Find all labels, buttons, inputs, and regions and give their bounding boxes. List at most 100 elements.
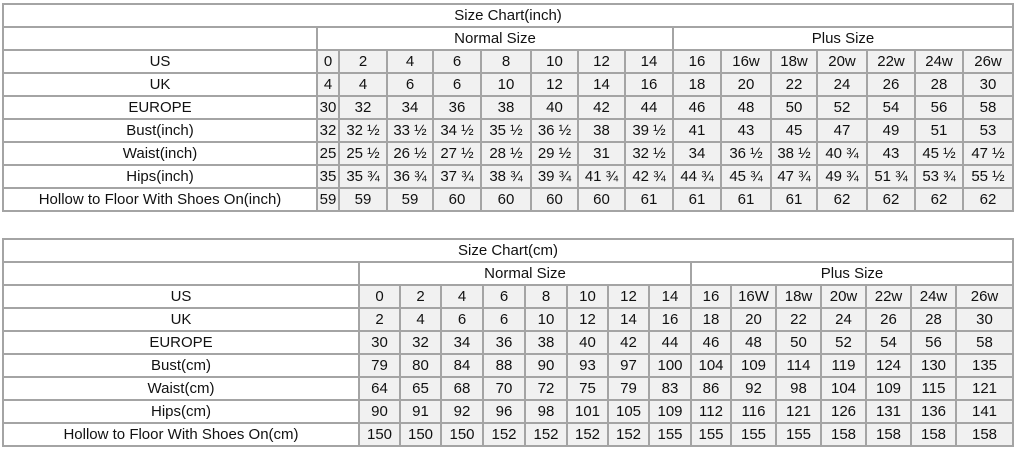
table-cell: 61: [720, 187, 772, 212]
table-cell: 41 ¾: [577, 164, 626, 189]
table-cell: 96: [482, 399, 526, 424]
table-cell: 12: [530, 72, 579, 97]
table-cell: 150: [440, 422, 484, 447]
table-cell: 93: [566, 353, 609, 378]
table-cell: 70: [482, 376, 526, 401]
empty-corner-cell: [2, 261, 360, 286]
table-cell: 158: [820, 422, 867, 447]
table-cell: 124: [865, 353, 912, 378]
table-cell: 36 ½: [720, 141, 772, 166]
table-cell: 59: [316, 187, 340, 212]
table-cell: 39 ½: [624, 118, 674, 143]
table-cell: 84: [440, 353, 484, 378]
table-cell: 16: [672, 49, 722, 74]
table-cell: 35: [316, 164, 340, 189]
table-cell: 51 ¾: [866, 164, 916, 189]
table-cell: 60: [432, 187, 482, 212]
table-cell: 30: [954, 307, 1015, 332]
table-cell: 52: [816, 95, 868, 120]
row-label: Bust(inch): [2, 118, 318, 143]
table-cell: 22: [770, 72, 818, 97]
table-cell: 20: [720, 72, 772, 97]
table-cell: 6: [482, 307, 526, 332]
row-label: UK: [2, 72, 318, 97]
table-cell: 61: [624, 187, 674, 212]
table-row: Bust(cm) 79 80 84 88 90 93 97 100 104 109 114 119 124…: [2, 353, 1015, 378]
table-cell: 126: [820, 399, 867, 424]
table-cell: 58: [961, 95, 1015, 120]
table-cell: 22w: [866, 49, 916, 74]
table-cell: 16: [624, 72, 674, 97]
table-cell: 50: [775, 330, 822, 355]
table-cell: 28 ½: [480, 141, 532, 166]
row-label: Hollow to Floor With Shoes On(cm): [2, 422, 360, 447]
table-cell: 83: [648, 376, 692, 401]
table-cell: 47 ½: [961, 141, 1015, 166]
table-cell: 44: [624, 95, 674, 120]
table-cell: 18: [672, 72, 722, 97]
table-cell: 14: [648, 284, 692, 309]
table-cell: 59: [338, 187, 388, 212]
table-cell: 36 ½: [530, 118, 579, 143]
table-cell: 26w: [954, 284, 1015, 309]
table-cell: 6: [432, 49, 482, 74]
size-chart-inch-table: Size Chart(inch) Normal Size Plus Size US 0 2…: [1, 3, 1015, 212]
table-cell: 40: [566, 330, 609, 355]
table-cell: 65: [399, 376, 442, 401]
table-cell: 34: [672, 141, 722, 166]
table-cell: 32 ½: [624, 141, 674, 166]
table-cell: 44 ¾: [672, 164, 722, 189]
table-cell: 61: [672, 187, 722, 212]
table-cell: 34 ½: [432, 118, 482, 143]
table-cell: 18w: [770, 49, 818, 74]
table-cell: 90: [524, 353, 568, 378]
table-cell: 40: [530, 95, 579, 120]
table-cell: 10: [566, 284, 609, 309]
table-cell: 60: [577, 187, 626, 212]
table-cell: 14: [577, 72, 626, 97]
table-row: UK 2 4 6 6 10 12 14 16 18 20 22 24 26 28 30: [2, 307, 1015, 332]
table-cell: 60: [480, 187, 532, 212]
table-cell: 52: [820, 330, 867, 355]
table-cell: 152: [607, 422, 650, 447]
table-cell: 50: [770, 95, 818, 120]
table-cell: 88: [482, 353, 526, 378]
table-cell: 119: [820, 353, 867, 378]
table-cell: 49 ¾: [816, 164, 868, 189]
table-cell: 27 ½: [432, 141, 482, 166]
table-cell: 8: [480, 49, 532, 74]
table-cell: 97: [607, 353, 650, 378]
table-cell: 155: [730, 422, 777, 447]
table-cell: 16: [648, 307, 692, 332]
table-cell: 24: [816, 72, 868, 97]
table-cell: 150: [358, 422, 401, 447]
table-cell: 10: [480, 72, 532, 97]
table-cell: 6: [432, 72, 482, 97]
table-cell: 2: [358, 307, 401, 332]
table-cell: 4: [316, 72, 340, 97]
table-cell: 58: [954, 330, 1015, 355]
table-cell: 29 ½: [530, 141, 579, 166]
table-cell: 54: [865, 330, 912, 355]
table-cell: 141: [954, 399, 1015, 424]
table-cell: 115: [910, 376, 957, 401]
table-cell: 136: [910, 399, 957, 424]
row-label: Bust(cm): [2, 353, 360, 378]
table-cell: 10: [530, 49, 579, 74]
size-chart-cm-table: Size Chart(cm) Normal Size Plus Size US 0 2 4 6…: [1, 238, 1015, 447]
table-cell: 45 ½: [914, 141, 964, 166]
table-cell: 24: [820, 307, 867, 332]
table-row: UK 4 4 6 6 10 12 14 16 18 20 22 24 26 28 30: [2, 72, 1015, 97]
table-cell: 22w: [865, 284, 912, 309]
table-cell: 32: [316, 118, 340, 143]
row-label: Hips(inch): [2, 164, 318, 189]
table-cell: 37 ¾: [432, 164, 482, 189]
table-cell: 101: [566, 399, 609, 424]
table-cell: 90: [358, 399, 401, 424]
table-cell: 86: [690, 376, 732, 401]
table-cell: 14: [607, 307, 650, 332]
table-cell: 91: [399, 399, 442, 424]
table-cell: 25 ½: [338, 141, 388, 166]
table-cell: 92: [730, 376, 777, 401]
